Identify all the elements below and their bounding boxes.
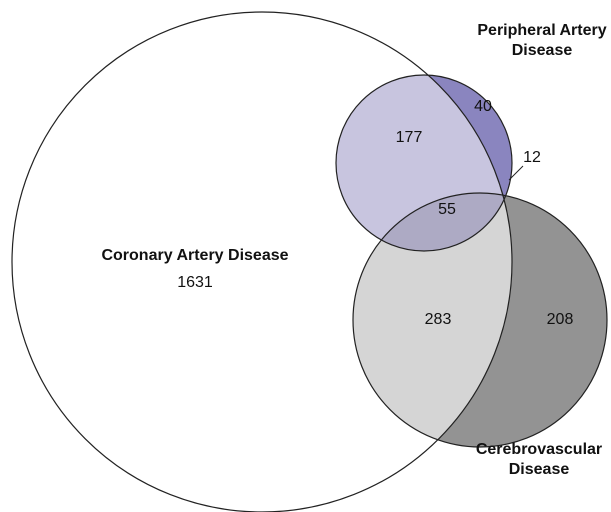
region-label: 177 xyxy=(396,129,423,146)
set-label: Coronary Artery Disease xyxy=(101,247,289,264)
leader-line xyxy=(508,165,524,181)
set-outline xyxy=(352,192,608,448)
set-label: Peripheral Artery Disease xyxy=(477,22,607,59)
set-outline xyxy=(11,11,513,512)
set-outline xyxy=(335,74,513,252)
region-label: 40 xyxy=(474,98,492,115)
set-label: Cerebrovascular Disease xyxy=(475,441,603,478)
region-label: 208 xyxy=(547,311,574,328)
region-label: 12 xyxy=(523,149,541,166)
region-label: 283 xyxy=(425,311,452,328)
region-label: 55 xyxy=(438,201,456,218)
region-label: 1631 xyxy=(177,274,213,291)
